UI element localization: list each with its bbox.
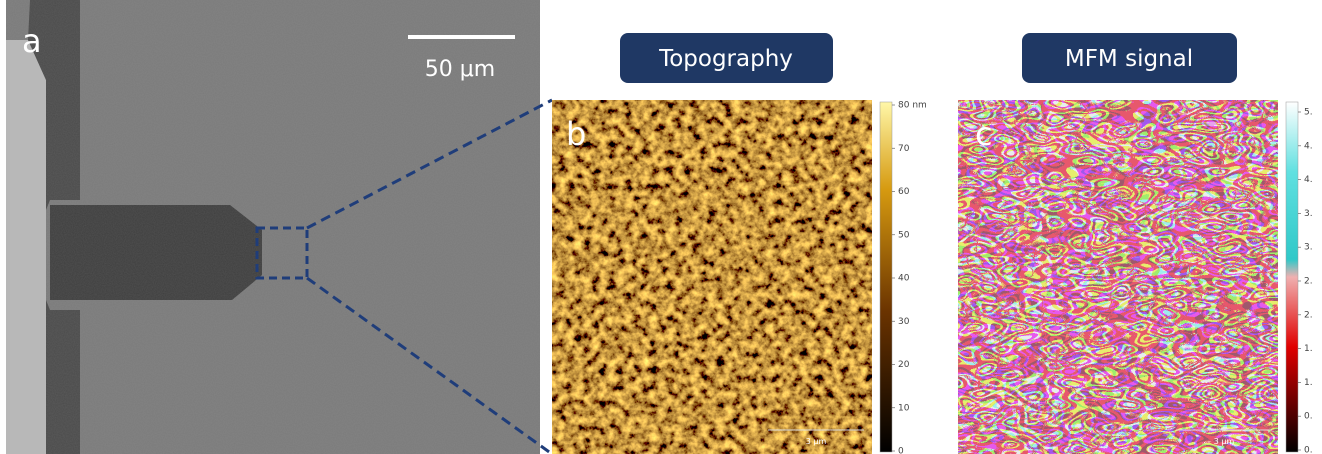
- colorbar-tick-label: 40: [898, 274, 910, 284]
- colorbar-tick-label: 0.: [1304, 412, 1313, 422]
- colorbar-tick-label: 30: [898, 317, 910, 327]
- colorbar: [879, 101, 893, 453]
- title-box: [1022, 33, 1237, 83]
- colorbar-tick-label: 1.: [1304, 378, 1313, 388]
- colorbar-tick-label: 20: [898, 360, 910, 370]
- colorbar-tick-label: 4.: [1304, 141, 1313, 151]
- colorbar-tick-label: 0: [898, 447, 904, 454]
- panel-label: b: [566, 115, 586, 153]
- sem-image: [6, 0, 540, 454]
- panel-title: Topography: [658, 46, 793, 72]
- title-box: [620, 33, 833, 83]
- colorbar: [1285, 101, 1299, 453]
- colorbar-tick-label: 5.: [1304, 108, 1313, 118]
- panel-title: MFM signal: [1065, 46, 1193, 72]
- zoom-line: [306, 276, 553, 454]
- colorbar-tick-label: 0.: [1304, 446, 1313, 454]
- colorbar-tick-label: 3.: [1304, 209, 1313, 219]
- colorbar-tick-label: 50: [898, 230, 910, 240]
- panel-label: c: [975, 115, 993, 153]
- topography-image: [552, 100, 872, 454]
- zoom-line: [306, 98, 553, 230]
- colorbar-tick-label: 70: [898, 144, 910, 154]
- colorbar-tick-label: 2.: [1304, 277, 1313, 287]
- colorbar-tick-label: 80 nm: [898, 101, 927, 111]
- mfm-image: [958, 100, 1278, 454]
- colorbar-tick-label: 60: [898, 187, 910, 197]
- scale-bar-label: 50 μm: [425, 57, 495, 82]
- colorbar-tick-label: 1.: [1304, 344, 1313, 354]
- colorbar-tick-label: 10: [898, 403, 910, 413]
- scale-bar-label: 3 μm: [806, 437, 827, 446]
- colorbar-tick-label: 4.: [1304, 175, 1313, 185]
- colorbar-tick-label: 3.: [1304, 243, 1313, 253]
- colorbar-tick-label: 2.: [1304, 310, 1313, 320]
- scale-bar-label: 3 μm: [1214, 437, 1235, 446]
- panel-label: a: [22, 22, 42, 60]
